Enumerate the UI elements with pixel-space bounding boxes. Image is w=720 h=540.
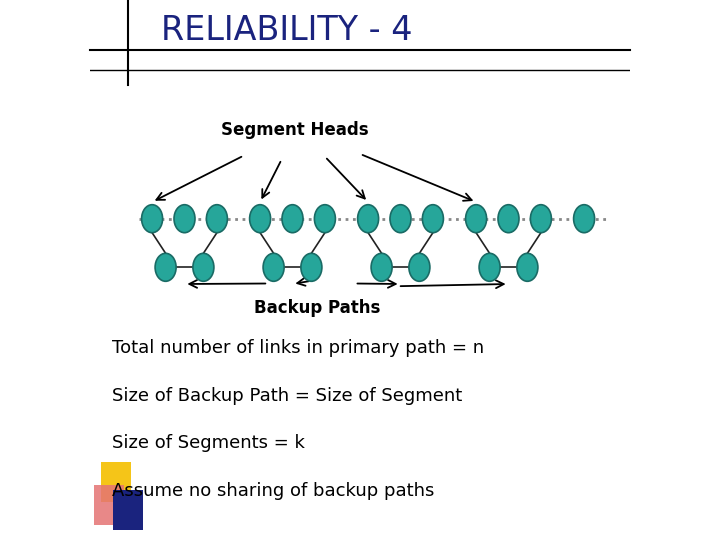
Ellipse shape (423, 205, 444, 233)
Ellipse shape (479, 253, 500, 281)
Bar (94, 485, 124, 525)
Text: RELIABILITY - 4: RELIABILITY - 4 (161, 14, 413, 46)
Text: Segment Heads: Segment Heads (221, 120, 369, 139)
Bar (102, 462, 131, 502)
Ellipse shape (517, 253, 538, 281)
Ellipse shape (301, 253, 322, 281)
Ellipse shape (466, 205, 487, 233)
Text: Size of Segments = k: Size of Segments = k (112, 434, 305, 453)
Ellipse shape (193, 253, 214, 281)
Ellipse shape (371, 253, 392, 281)
Text: Size of Backup Path = Size of Segment: Size of Backup Path = Size of Segment (112, 387, 462, 405)
Text: Total number of links in primary path = n: Total number of links in primary path = … (112, 339, 484, 357)
Ellipse shape (282, 205, 303, 233)
Text: Backup Paths: Backup Paths (253, 299, 380, 317)
Text: Assume no sharing of backup paths: Assume no sharing of backup paths (112, 482, 434, 500)
Ellipse shape (207, 205, 228, 233)
Ellipse shape (498, 205, 519, 233)
Bar (112, 490, 143, 530)
Ellipse shape (315, 205, 336, 233)
Ellipse shape (390, 205, 411, 233)
Ellipse shape (358, 205, 379, 233)
Ellipse shape (409, 253, 430, 281)
Ellipse shape (531, 205, 552, 233)
Ellipse shape (263, 253, 284, 281)
Ellipse shape (155, 253, 176, 281)
Ellipse shape (574, 205, 595, 233)
Ellipse shape (142, 205, 163, 233)
Ellipse shape (250, 205, 271, 233)
Ellipse shape (174, 205, 195, 233)
